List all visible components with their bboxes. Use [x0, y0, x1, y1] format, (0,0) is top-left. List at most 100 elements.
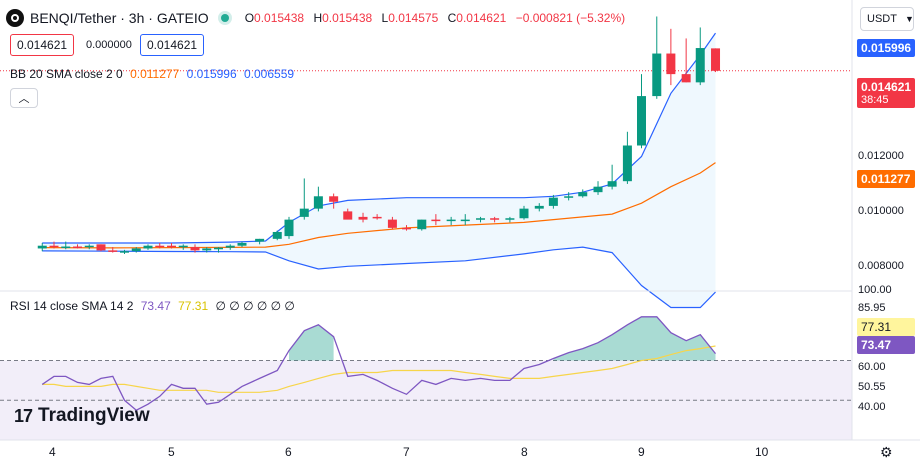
candle-body [299, 208, 309, 217]
change-value: −0.000821 (−5.32%) [515, 11, 626, 25]
bar-countdown: 38:45 [861, 94, 889, 106]
rsi-value-tag: 73.47 [857, 336, 915, 354]
candle-body [534, 205, 544, 209]
bb-upper-price-tag: 0.015996 [857, 39, 915, 57]
price-pane [0, 16, 852, 309]
currency-select[interactable]: USDT ▼ [860, 7, 914, 31]
time-tick: 6 [285, 445, 292, 459]
rsi-tick: 100.00 [858, 284, 892, 296]
high-label: H [313, 11, 323, 25]
candle-body [284, 219, 294, 237]
candle-body [548, 197, 558, 206]
candle-body [681, 74, 691, 83]
bb-band-fill [42, 33, 716, 308]
rsi-tick: 85.95 [858, 302, 886, 314]
candle-body [593, 186, 603, 193]
symbol-header: BENQI/Tether · 3h · GATEIO O 0.015438 H 0.… [6, 9, 625, 27]
last-price-value: 0.014621 [861, 80, 912, 94]
candle-body [49, 245, 59, 248]
candle-body [578, 192, 588, 197]
candle-body [372, 216, 382, 219]
candle-body [225, 245, 235, 248]
bb-basis-price-tag: 0.011277 [857, 170, 915, 188]
tradingview-logo[interactable]: 17 TradingView [14, 405, 150, 427]
symbol-title[interactable]: BENQI/Tether · 3h · GATEIO [30, 10, 209, 26]
currency-value: USDT [867, 13, 897, 25]
bb-upper-line [42, 32, 716, 244]
collapse-legend-button[interactable]: ︿ [10, 88, 38, 108]
candle-body [329, 196, 339, 202]
bb-basis-line [42, 162, 716, 249]
bb-lower-line [42, 246, 716, 309]
candle-body [120, 251, 129, 253]
candle-body [476, 218, 486, 220]
candle-body [237, 242, 247, 246]
candle-body [37, 245, 47, 249]
low-label: L [381, 11, 389, 25]
bb-legend[interactable]: BB 20 SMA close 2 0 0.011277 0.015996 0.… [10, 67, 294, 81]
rsi-tick: 40.00 [858, 401, 886, 413]
candle-body [505, 218, 515, 220]
rsi-pane [0, 316, 852, 441]
candle-body [343, 211, 353, 220]
time-tick: 9 [638, 445, 645, 459]
candle-body [564, 196, 574, 198]
last-price-tag: 0.014621 38:45 [857, 78, 915, 108]
chevron-up-icon: ︿ [18, 93, 30, 105]
rsi-sma-value: 77.31 [178, 299, 209, 313]
tradingview-mark-icon: 17 [14, 405, 33, 426]
open-label: O [244, 11, 255, 25]
candle-body [519, 208, 529, 219]
ohlc-values: O0.015438 H0.015438 L0.014575 C0.014621 … [245, 11, 625, 25]
candle-body [178, 245, 188, 248]
candle-body [652, 53, 662, 97]
rsi-value: 73.47 [140, 299, 171, 313]
candle-body [61, 246, 71, 249]
candle-body [167, 245, 176, 248]
candle-body [272, 231, 282, 239]
bb-basis-value: 0.011277 [130, 67, 180, 81]
rsi-tick: 60.00 [858, 361, 886, 373]
rsi-sma-tag: 77.31 [857, 318, 915, 336]
candle-body [313, 196, 323, 209]
candle-body [255, 238, 265, 242]
candle-body [131, 248, 141, 252]
rsi-overbought-fill [553, 316, 716, 361]
buy-price-button[interactable]: 0.014621 [140, 34, 204, 56]
candle-body [711, 48, 721, 71]
bb-legend-label: BB 20 SMA close 2 0 [10, 67, 123, 81]
candle-body [202, 248, 212, 251]
spread-value: 0.000000 [86, 39, 132, 51]
market-status-dot-icon[interactable] [220, 14, 229, 22]
candle-body [417, 219, 427, 230]
rsi-sma-line [42, 345, 716, 393]
bb-lower-value: 0.006559 [244, 67, 295, 81]
candle-body [155, 245, 165, 248]
candle-body [387, 219, 397, 228]
candle-body [460, 219, 470, 222]
high-value: 0.015438 [322, 11, 373, 25]
candle-body [607, 181, 617, 187]
bb-upper-value: 0.015996 [186, 67, 237, 81]
gear-icon[interactable]: ⚙ [880, 444, 893, 460]
candle-body [490, 218, 500, 220]
rsi-line [41, 316, 717, 411]
candle-body [358, 216, 368, 220]
candle-body [108, 250, 118, 252]
time-tick: 5 [168, 445, 175, 459]
time-tick: 8 [521, 445, 528, 459]
rsi-legend-label: RSI 14 close SMA 14 2 [10, 299, 134, 313]
candle-body [666, 53, 676, 75]
candle-body [96, 244, 106, 251]
candle-body [73, 246, 82, 249]
sell-price-button[interactable]: 0.014621 [10, 34, 74, 56]
close-label: C [447, 11, 457, 25]
candle-body [622, 145, 632, 182]
rsi-legend[interactable]: RSI 14 close SMA 14 2 73.47 77.31 ∅ ∅ ∅ … [10, 299, 295, 313]
time-tick: 4 [49, 445, 56, 459]
low-value: 0.014575 [388, 11, 439, 25]
price-tick: 0.010000 [858, 205, 904, 217]
rsi-tick: 50.55 [858, 381, 886, 393]
close-value: 0.014621 [456, 11, 507, 25]
